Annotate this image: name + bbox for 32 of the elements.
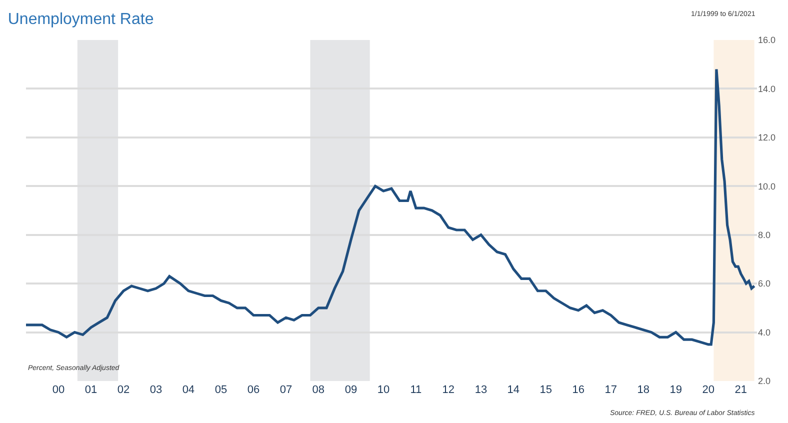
x-tick-label: 07 [280,384,292,396]
x-tick-label: 14 [507,384,520,396]
y-tick-label: 12.0 [758,132,776,143]
line-series [26,68,756,346]
x-tick-label: 15 [540,384,552,396]
x-tick-label: 19 [670,384,682,396]
x-tick-label: 20 [702,384,714,396]
x-tick-label: 06 [247,384,260,396]
x-tick-label: 13 [474,384,488,396]
x-tick-label: 02 [117,384,130,396]
x-tick-label: 16 [572,384,584,396]
x-tick-label: 11 [410,384,422,396]
x-tick-label: 09 [344,384,358,396]
x-tick-label: 00 [52,384,65,396]
x-tick-label: 03 [150,384,162,396]
x-tick-label: 18 [637,384,650,396]
x-tick-label: 08 [312,384,325,396]
y-tick-label: 4.0 [758,327,771,338]
x-tick-label: 05 [214,384,228,396]
x-tick-label: 04 [182,384,195,396]
y-tick-label: 8.0 [758,230,771,240]
x-tick-label: 10 [377,384,390,396]
y-tick-label: 14.0 [758,84,776,94]
x-tick-label: 12 [442,384,455,396]
x-tick-label: 01 [84,384,98,396]
y-tick-label: 2.0 [758,376,771,386]
y-tick-label: 6.0 [758,278,771,289]
y-tick-label: 10.0 [758,181,776,192]
x-tick-label: 17 [604,384,618,396]
y-tick-label: 16.0 [758,35,776,46]
chart-title: Unemployment Rate [8,10,154,28]
x-tick-label: 21 [734,384,748,396]
